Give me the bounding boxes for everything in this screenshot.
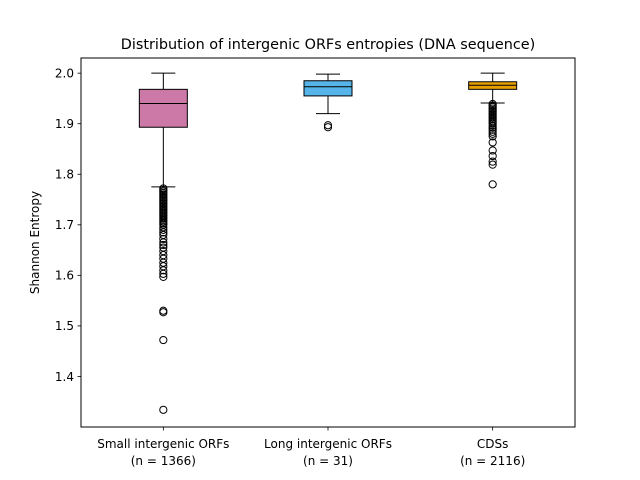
plot-area: 1.4 1.5 1.6 1.7 1.8 1.9 2.0 Small intergenic OR… [55,66,525,468]
x-tick-label: Long intergenic ORFs [264,437,392,451]
outlier-point [488,151,497,161]
outlier-point [488,129,497,138]
y-tick-label: 1.4 [55,370,74,384]
x-tick-label: Small intergenic ORFs [97,437,229,451]
outlier-point [159,269,168,278]
outlier-point [159,272,168,281]
box-iqr [138,88,188,128]
y-axis-label: Shannon Entropy [28,191,42,294]
outlier-point [488,121,497,130]
outlier-point [488,160,497,169]
outlier-point [488,123,497,132]
outlier-point [488,138,497,147]
chart-title: Distribution of intergenic ORFs entropie… [121,37,535,53]
outlier-point [159,308,168,317]
outlier-point [159,405,168,414]
outlier-point [488,157,497,166]
y-tick-label: 1.7 [55,218,74,232]
x-tick-sublabel: (n = 31) [303,454,353,468]
outlier-point [488,132,497,141]
outlier-point [488,127,497,136]
axes-frame [80,57,576,428]
x-tick-label: CDSs [477,437,509,451]
y-tick-label: 2.0 [55,66,74,80]
y-tick-label: 1.6 [55,269,74,283]
outlier-point [488,146,497,155]
outlier-point [159,234,168,244]
y-tick-label: 1.9 [55,117,74,131]
outlier-point [159,335,168,345]
outlier-point [488,180,497,189]
outlier-point [159,238,168,247]
x-tick-sublabel: (n = 2116) [460,454,525,468]
y-tick-label: 1.8 [55,168,74,182]
y-tick-label: 1.5 [55,319,74,333]
outlier-point [159,228,168,237]
box-iqr [303,80,353,97]
outlier-point [159,225,168,234]
x-tick-sublabel: (n = 1366) [131,454,196,468]
outlier-point [159,240,168,250]
outlier-point [488,119,497,128]
outlier-point [323,121,333,130]
outlier-point [488,125,497,134]
outlier-point [323,123,333,132]
outlier-point [159,266,168,275]
